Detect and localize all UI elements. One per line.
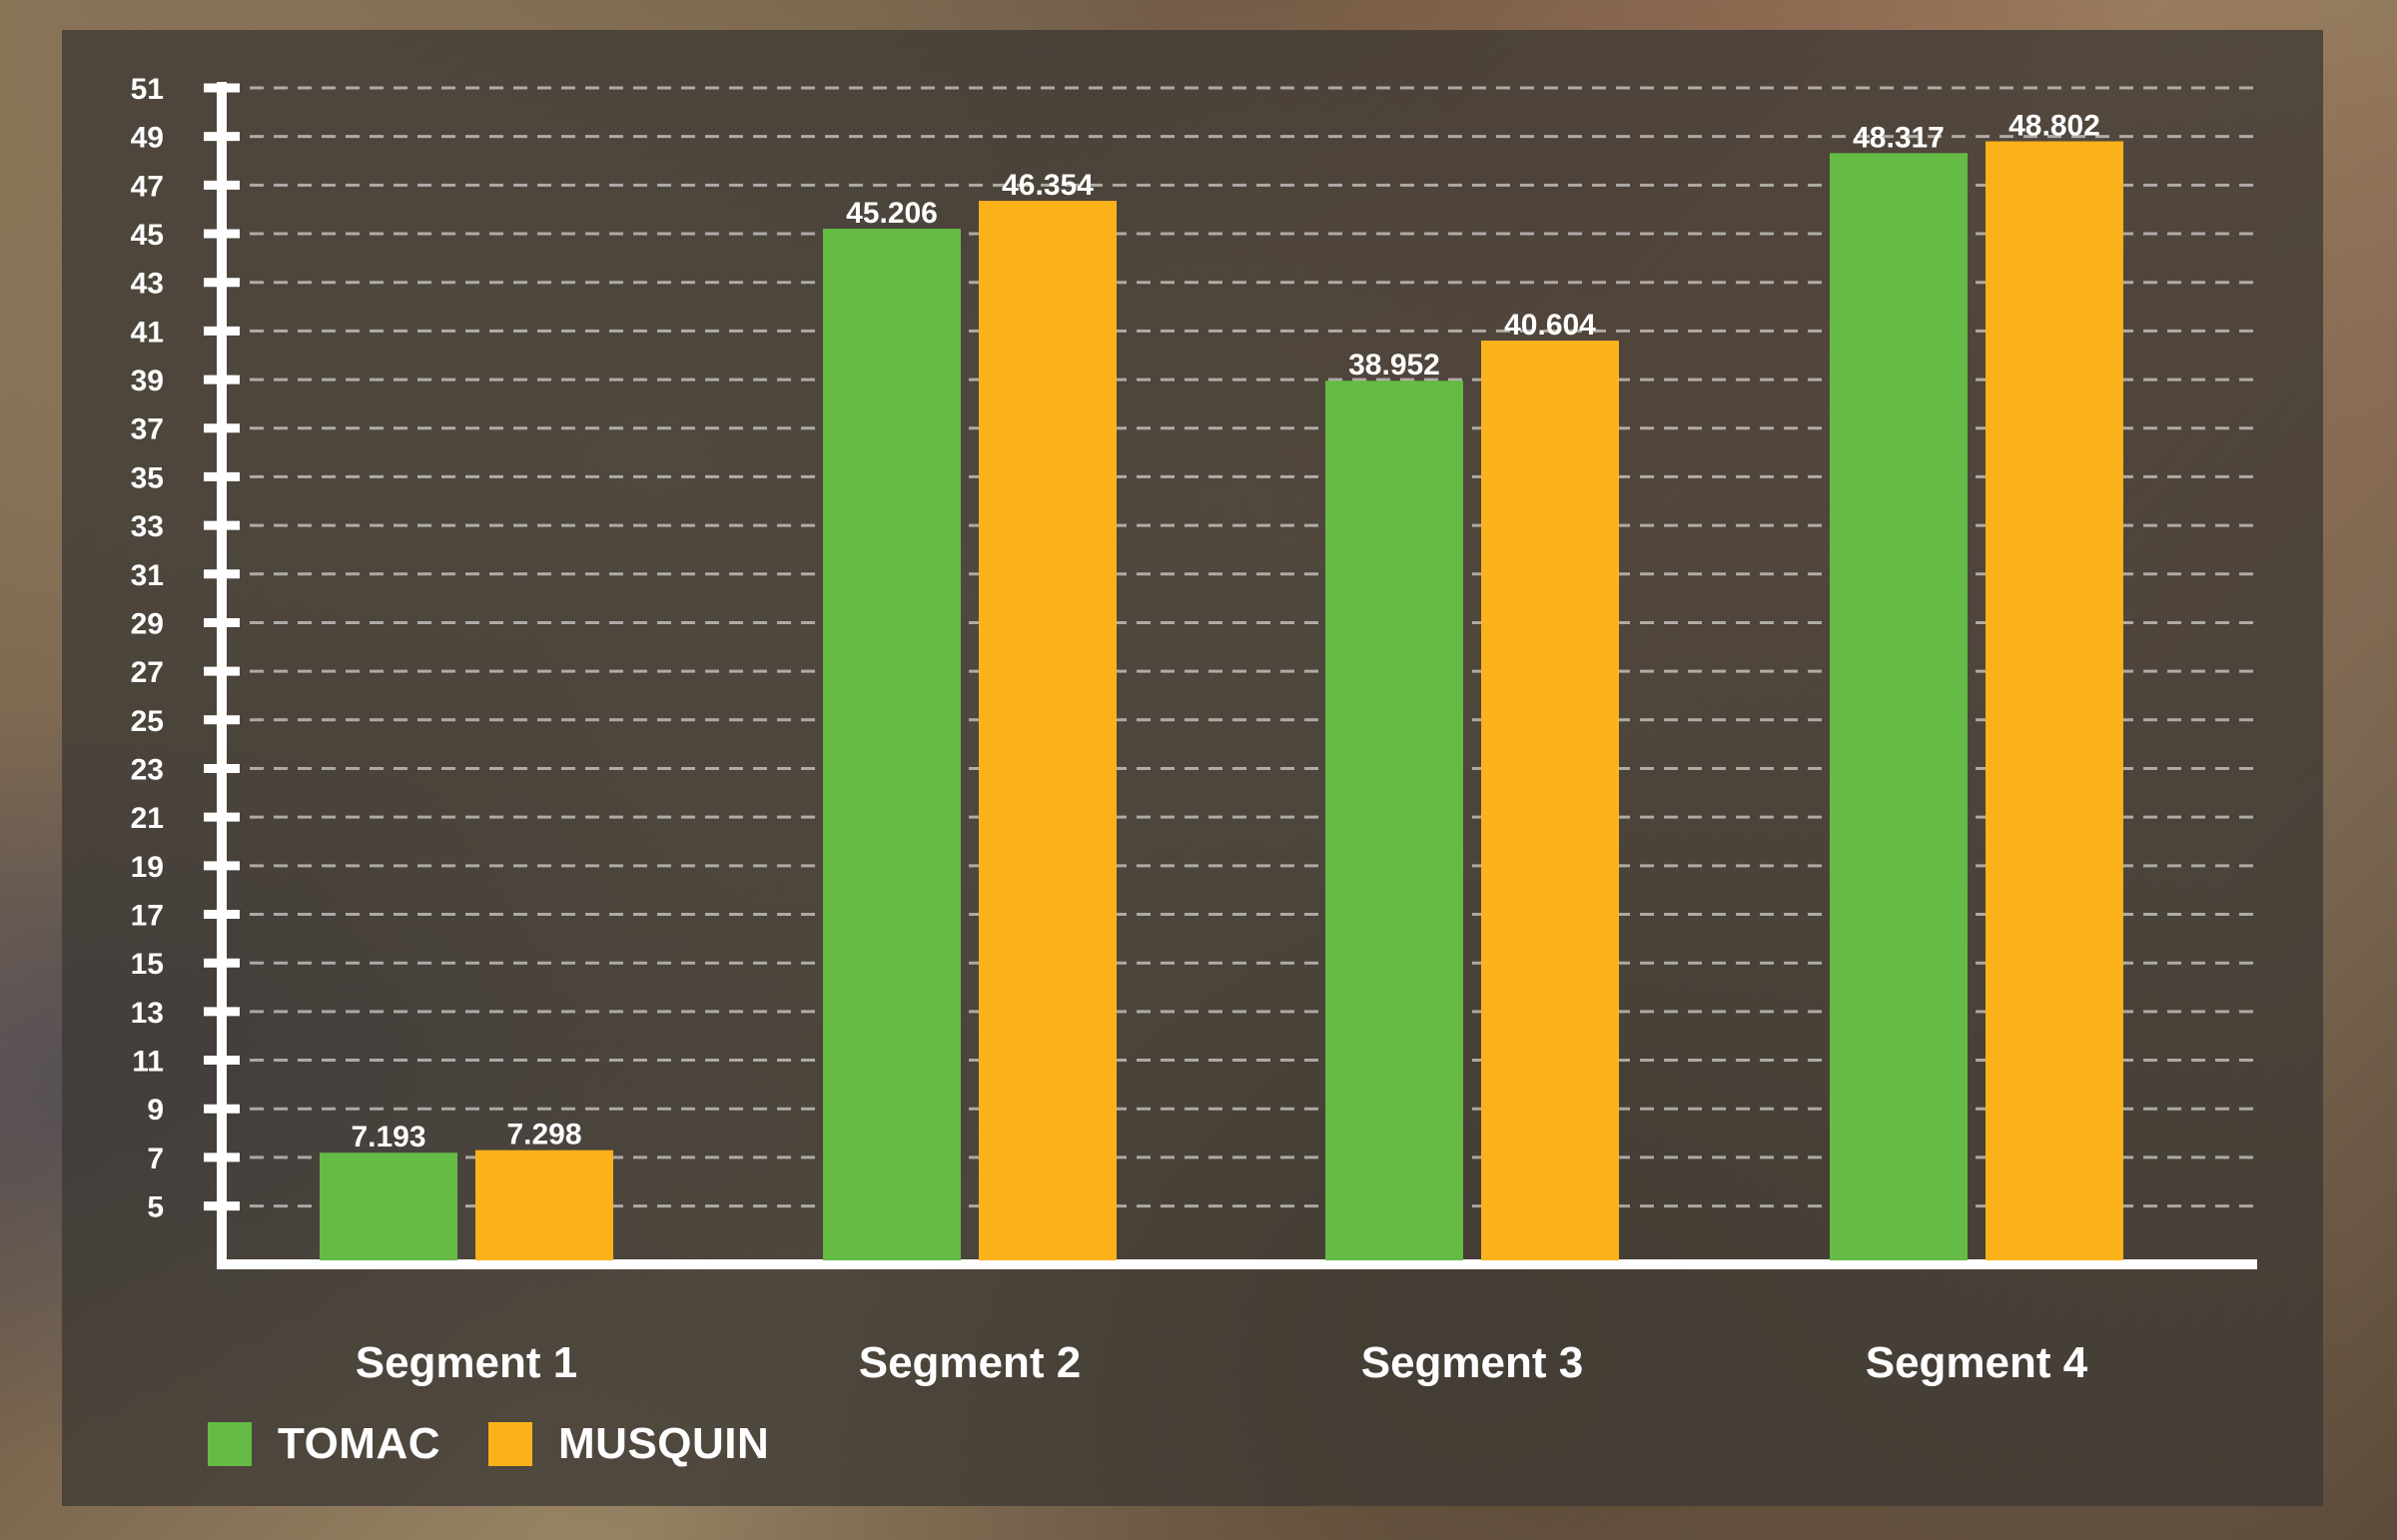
legend: TOMAC MUSQUIN <box>208 1416 817 1472</box>
legend-label-tomac: TOMAC <box>278 1419 441 1468</box>
y-tick-label: 49 <box>131 122 164 155</box>
y-tick-label: 17 <box>131 900 164 933</box>
y-tick-label: 31 <box>131 559 164 592</box>
legend-swatch-tomac <box>208 1422 252 1466</box>
data-labels: 7.193 7.298 45.206 46.354 38.952 40.604 48.317… <box>351 109 2099 1154</box>
y-tick-label: 9 <box>147 1094 164 1127</box>
y-tick-label: 39 <box>131 365 164 397</box>
y-tick-label: 11 <box>132 1046 164 1079</box>
bar-tomac-4 <box>1830 153 1968 1260</box>
data-label-tomac-3: 38.952 <box>1348 349 1440 382</box>
data-label-musquin-2: 46.354 <box>1002 169 1094 202</box>
bar-musquin-1 <box>475 1150 613 1260</box>
y-tick-label: 37 <box>131 413 164 446</box>
y-tick-label: 51 <box>131 73 164 106</box>
y-tick-label: 33 <box>131 510 164 543</box>
data-label-musquin-4: 48.802 <box>2008 109 2100 142</box>
bar-musquin-4 <box>1986 141 2123 1260</box>
y-tick-label: 23 <box>131 753 164 786</box>
y-tick-label: 25 <box>131 705 164 738</box>
data-label-tomac-1: 7.193 <box>351 1121 425 1154</box>
y-tick-label: 19 <box>131 851 164 884</box>
data-label-tomac-2: 45.206 <box>846 197 938 230</box>
axes: 5 7 9 11 13 15 17 19 21 23 25 27 29 31 33 35 37 39 41 43 45 4… <box>131 73 2257 1387</box>
bar-tomac-1 <box>320 1153 457 1260</box>
category-label: Segment 4 <box>1866 1338 2088 1387</box>
y-tick-label: 41 <box>131 316 164 349</box>
y-tick-label: 13 <box>131 997 164 1030</box>
category-label: Segment 1 <box>356 1338 578 1387</box>
y-tick-label: 29 <box>131 607 164 640</box>
data-label-musquin-3: 40.604 <box>1504 309 1596 342</box>
legend-swatch-musquin <box>488 1422 533 1466</box>
y-tick-label: 7 <box>147 1143 164 1175</box>
y-tick-label: 35 <box>131 461 164 494</box>
legend-item-tomac: TOMAC <box>208 1419 440 1469</box>
y-tick-label: 5 <box>147 1191 164 1224</box>
bars <box>320 141 2123 1261</box>
y-tick-label: 47 <box>131 170 164 203</box>
bar-tomac-2 <box>823 229 961 1260</box>
data-label-musquin-1: 7.298 <box>506 1119 581 1152</box>
bar-musquin-3 <box>1481 341 1619 1260</box>
category-label: Segment 3 <box>1361 1338 1584 1387</box>
data-label-tomac-4: 48.317 <box>1853 121 1945 154</box>
y-tick-label: 15 <box>131 948 164 981</box>
y-tick-label: 43 <box>131 268 164 301</box>
category-label: Segment 2 <box>859 1338 1082 1387</box>
y-tick-label: 21 <box>131 802 164 835</box>
y-tick-label: 45 <box>131 219 164 252</box>
legend-item-musquin: MUSQUIN <box>488 1419 769 1469</box>
y-tick-label: 27 <box>131 656 164 689</box>
bar-tomac-3 <box>1325 381 1463 1260</box>
legend-label-musquin: MUSQUIN <box>558 1419 770 1468</box>
bar-musquin-2 <box>979 201 1117 1261</box>
